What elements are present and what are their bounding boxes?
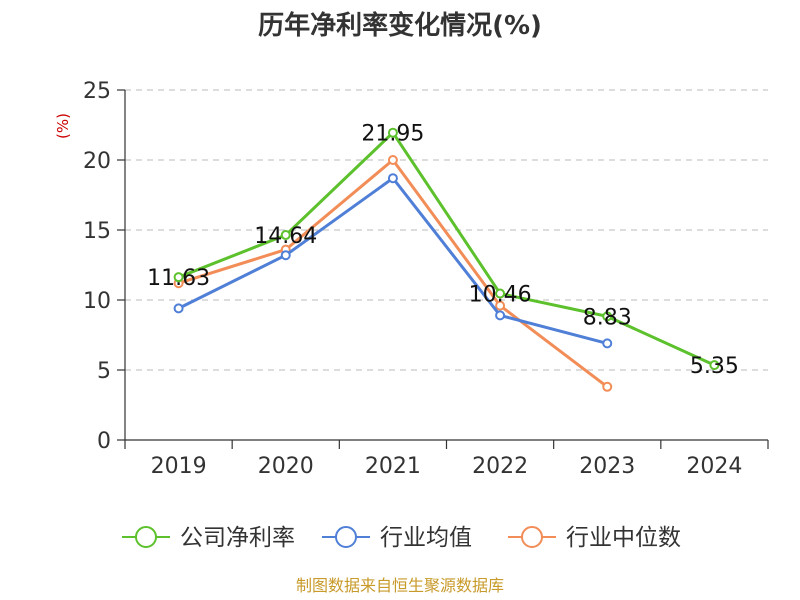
data-point-industry-mean: [173, 303, 184, 314]
data-point-industry-mean: [280, 250, 291, 261]
data-point-industry-median: [602, 381, 613, 392]
legend-marker-company: [135, 526, 157, 548]
y-tick-label: 0: [97, 429, 111, 454]
source-footnote: 制图数据来自恒生聚源数据库: [296, 576, 504, 595]
data-labels: 11.63 14.64 21.95 10.46 8.83 5.35: [147, 122, 739, 379]
x-tick-label: 2021: [365, 454, 421, 479]
series-line-industry-mean: [177, 176, 608, 345]
series-group: [173, 127, 720, 392]
data-label: 8.83: [583, 305, 632, 330]
y-axis-unit-label: (%): [54, 113, 72, 139]
x-tick-label: 2020: [258, 454, 314, 479]
series-line-company: [178, 131, 716, 367]
x-tick-label: 2023: [579, 454, 635, 479]
data-point-company: [495, 288, 506, 299]
data-label: 5.35: [690, 354, 739, 379]
data-label: 14.64: [254, 224, 317, 249]
y-tick-label: 5: [97, 359, 111, 384]
legend-label-company: 公司净利率: [180, 525, 295, 551]
grid-lines: [125, 89, 768, 371]
legend-marker-industry-mean: [335, 526, 357, 548]
x-tick-label: 2022: [472, 454, 528, 479]
legend: 公司净利率 行业均值 行业中位数: [122, 525, 681, 551]
data-point-industry-mean: [387, 173, 398, 184]
data-point-company: [602, 311, 613, 322]
data-point-company: [280, 230, 291, 241]
x-tick-label: 2019: [151, 454, 207, 479]
series-line-industry-median: [178, 158, 609, 388]
data-point-industry-mean: [495, 310, 506, 321]
legend-label-industry-mean: 行业均值: [380, 525, 472, 551]
chart-title: 历年净利率变化情况(%): [258, 10, 542, 41]
data-point-industry-median: [495, 300, 506, 311]
legend-marker-industry-median: [521, 526, 543, 548]
data-label: 10.46: [469, 283, 532, 308]
legend-label-industry-median: 行业中位数: [566, 525, 681, 551]
y-tick-label: 25: [83, 79, 111, 104]
data-point-industry-median: [387, 155, 398, 165]
data-label: 11.63: [147, 266, 210, 291]
data-point-company: [173, 272, 184, 283]
y-tick-label: 10: [83, 289, 111, 314]
data-point-company: [387, 127, 398, 138]
data-point-company: [709, 360, 720, 371]
y-tick-label: 20: [83, 149, 111, 174]
x-tick-label: 2024: [686, 454, 742, 479]
data-label: 21.95: [361, 122, 424, 147]
axes: 0 5 10 15 20 25 2019 2020 2021 2022 2023 2024: [83, 79, 769, 479]
y-tick-label: 15: [83, 219, 111, 244]
data-point-industry-mean: [602, 338, 613, 349]
